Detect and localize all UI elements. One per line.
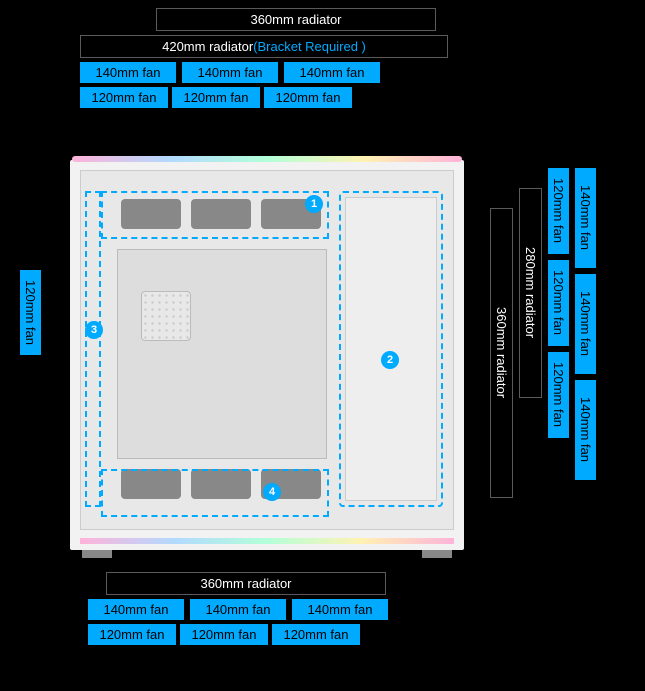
fan-140: 140mm fan: [575, 168, 596, 268]
fan-140: 140mm fan: [575, 274, 596, 374]
fan-140: 140mm fan: [190, 599, 286, 620]
top-labels: 360mm radiator 420mm radiator (Bracket R…: [80, 8, 450, 112]
marker-3: 3: [85, 321, 103, 339]
case-foot: [82, 550, 112, 558]
top-fan-row-120: 120mm fan 120mm fan 120mm fan: [80, 87, 450, 108]
top-rad-420: 420mm radiator (Bracket Required ): [80, 35, 448, 58]
left-fan-120: 120mm fan: [20, 270, 41, 355]
right-labels: 360mm radiator 280mm radiator 120mm fan …: [490, 168, 596, 498]
right-rad-280: 280mm radiator: [519, 188, 542, 398]
top-rad-360: 360mm radiator: [156, 8, 436, 31]
bottom-fan-row-140: 140mm fan 140mm fan 140mm fan: [88, 599, 448, 620]
zone-bottom: [101, 469, 329, 517]
fan-120: 120mm fan: [172, 87, 260, 108]
right-rad-360: 360mm radiator: [490, 208, 513, 498]
bottom-fan-row-120: 120mm fan 120mm fan 120mm fan: [88, 624, 448, 645]
case-interior: 1 2 3 4: [80, 170, 454, 530]
fan-grille: [141, 291, 191, 341]
top-rad-420-note: (Bracket Required ): [253, 39, 366, 54]
right-fans-120-col: 120mm fan 120mm fan 120mm fan: [548, 168, 569, 438]
fan-120: 120mm fan: [264, 87, 352, 108]
right-fans-140-col: 140mm fan 140mm fan 140mm fan: [575, 168, 596, 480]
fan-140: 140mm fan: [88, 599, 184, 620]
case-diagram: 1 2 3 4: [70, 160, 464, 550]
fan-120: 120mm fan: [548, 352, 569, 438]
case-foot: [422, 550, 452, 558]
fan-140: 140mm fan: [182, 62, 278, 83]
fan-140: 140mm fan: [284, 62, 380, 83]
marker-2: 2: [381, 351, 399, 369]
fan-120: 120mm fan: [88, 624, 176, 645]
fan-120: 120mm fan: [80, 87, 168, 108]
zone-side: [339, 191, 443, 507]
fan-120: 120mm fan: [180, 624, 268, 645]
fan-120: 120mm fan: [272, 624, 360, 645]
rgb-strip-bottom: [80, 538, 454, 544]
fan-140: 140mm fan: [80, 62, 176, 83]
motherboard-tray: [117, 249, 327, 459]
fan-120: 120mm fan: [548, 260, 569, 346]
fan-120: 120mm fan: [548, 168, 569, 254]
marker-4: 4: [263, 483, 281, 501]
marker-1: 1: [305, 195, 323, 213]
top-fan-row-140: 140mm fan 140mm fan 140mm fan: [80, 62, 450, 83]
fan-140: 140mm fan: [292, 599, 388, 620]
bottom-labels: 360mm radiator 140mm fan 140mm fan 140mm…: [88, 572, 448, 649]
zone-rear: [85, 191, 101, 507]
top-rad-420-text: 420mm radiator: [162, 39, 253, 54]
zone-top: [101, 191, 329, 239]
fan-140: 140mm fan: [575, 380, 596, 480]
bottom-rad-360: 360mm radiator: [106, 572, 386, 595]
